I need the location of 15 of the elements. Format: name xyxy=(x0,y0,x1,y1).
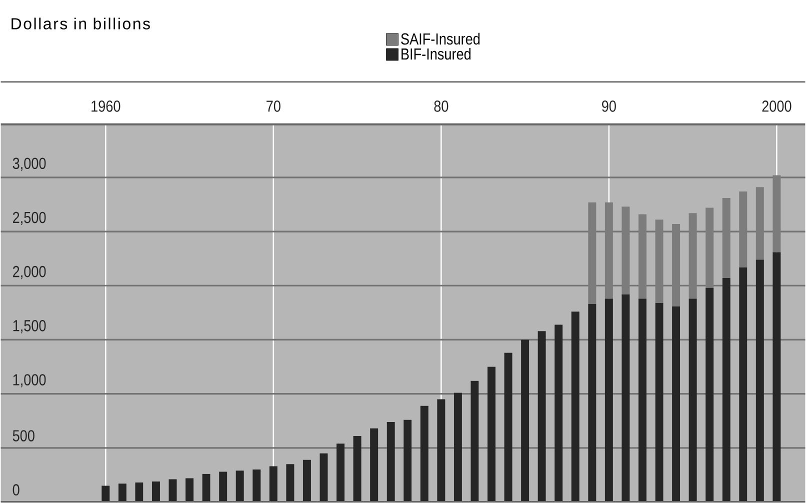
x-tick-label: 2000 xyxy=(762,100,792,112)
y-tick-label: 3,000 xyxy=(12,158,46,171)
y-tick-label: 2,500 xyxy=(13,212,46,226)
x-tick-label: 1960 xyxy=(92,100,120,112)
y-tick-label: 1,500 xyxy=(13,320,46,334)
legend-label: SAIF-Insured xyxy=(401,32,480,45)
x-tick-label: 70 xyxy=(266,100,280,112)
y-tick-label: 0 xyxy=(12,484,20,496)
y-tick-label: 500 xyxy=(12,430,34,442)
y-tick-label: 1,000 xyxy=(13,374,46,388)
y-tick-label: 2,000 xyxy=(13,266,46,280)
x-tick-label: 80 xyxy=(434,100,448,112)
x-tick-label: 90 xyxy=(602,100,616,112)
legend-label: BIF-Insured xyxy=(402,48,470,60)
y-axis-title: Dollars in billions xyxy=(12,18,150,30)
